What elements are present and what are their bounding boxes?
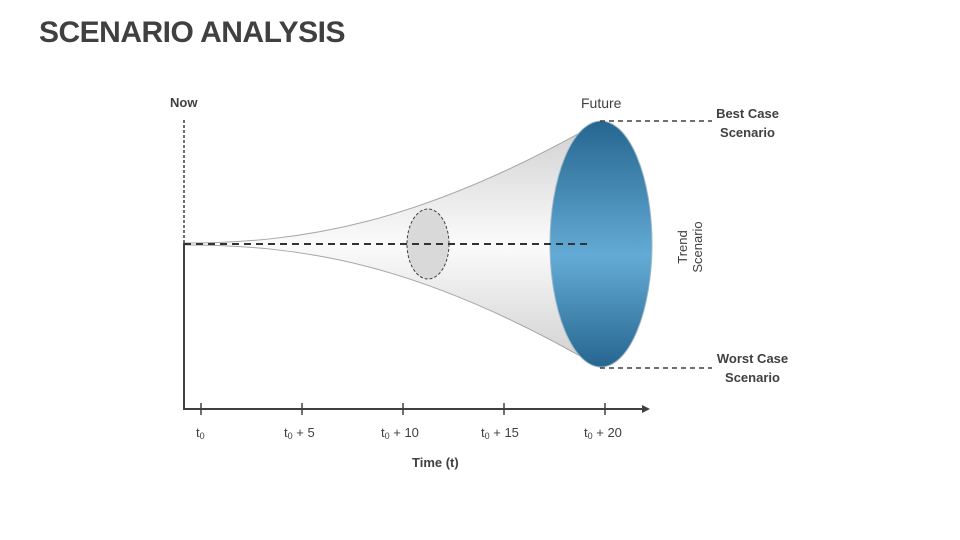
page-title: SCENARIO ANALYSIS <box>39 16 346 49</box>
x-axis-title: Time (t) <box>412 455 459 470</box>
best-case-line2: Scenario <box>720 125 775 140</box>
trend-line2: Scenario <box>690 221 705 273</box>
trend-scenario-label: Trend Scenario <box>670 221 710 272</box>
x-tick-15: t0 + 15 <box>481 425 519 441</box>
x-tick-0: t0 <box>196 425 205 441</box>
trend-line1: Trend <box>675 230 690 264</box>
now-label: Now <box>170 95 198 110</box>
future-label: Future <box>581 95 622 111</box>
best-case-label: Best Case Scenario <box>705 104 790 142</box>
best-case-line1: Best Case <box>716 106 779 121</box>
x-tick-20: t0 + 20 <box>584 425 622 441</box>
worst-case-line2: Scenario <box>725 370 780 385</box>
x-axis-arrow-icon <box>642 405 650 413</box>
x-tick-10: t0 + 10 <box>381 425 419 441</box>
future-scenario-ellipse <box>549 120 653 368</box>
x-tick-5: t0 + 5 <box>284 425 315 441</box>
worst-case-label: Worst Case Scenario <box>705 349 800 387</box>
worst-case-line1: Worst Case <box>716 351 789 366</box>
